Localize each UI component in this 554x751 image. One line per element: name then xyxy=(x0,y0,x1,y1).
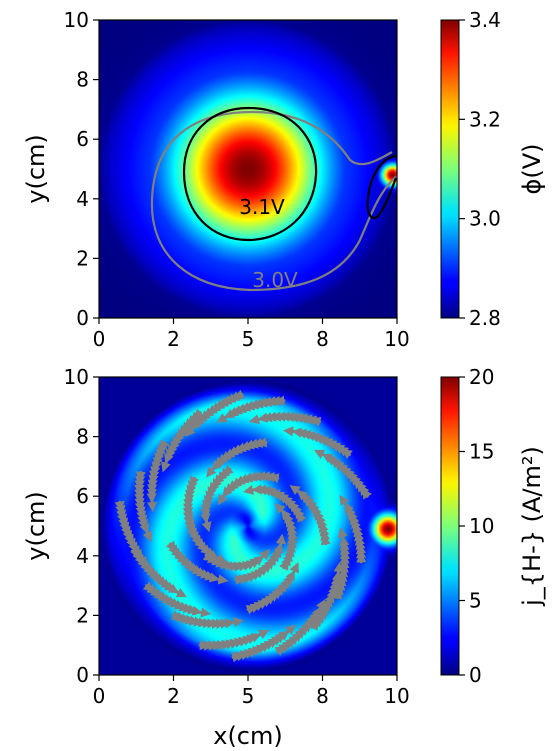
streamline-arrow xyxy=(259,549,270,560)
top-xtick-label: 10 xyxy=(384,327,409,351)
streamline xyxy=(182,475,200,540)
top-ytick-label: 10 xyxy=(64,8,89,32)
streamline xyxy=(320,452,372,500)
streamline xyxy=(210,437,268,472)
streamline-arrow xyxy=(284,624,296,636)
bottom-ytick-label: 6 xyxy=(76,484,89,508)
top-cbar-tick-label: 3.2 xyxy=(469,107,501,131)
top-cbar-tick-label: 3.4 xyxy=(469,8,501,32)
streamline-arrow xyxy=(206,466,217,478)
bottom-colorbar-ticks: 0 5 10 15 20 xyxy=(459,365,494,687)
streamline-arrow xyxy=(243,484,255,495)
streamline xyxy=(146,439,170,505)
bottom-colorbar xyxy=(440,376,460,676)
streamline-arrow xyxy=(201,521,212,533)
bottom-xtick-label: 0 xyxy=(93,684,106,708)
top-heatmap xyxy=(99,20,397,318)
streamline-arrow xyxy=(257,629,270,640)
bottom-cbar-tick-label: 10 xyxy=(469,514,494,538)
streamline xyxy=(142,581,204,616)
contour-label-3.0V: 3.0V xyxy=(252,268,298,292)
bottom-colorbar-label: j_{H-} (A/m²) xyxy=(518,446,546,607)
streamline xyxy=(290,427,353,460)
streamline-arrow xyxy=(316,598,326,611)
bottom-cbar-tick-label: 0 xyxy=(469,663,482,687)
streamline-arrow xyxy=(217,574,229,585)
streamline-arrow xyxy=(337,527,348,539)
bottom-xlabel: x(cm) xyxy=(213,722,283,750)
contour-3.0V-line xyxy=(150,110,397,292)
bottom-panel: 0 2 5 8 10 0 2 4 6 8 10 y(cm) x(cm) 0 5 10 15 20 j_{H-… xyxy=(22,365,546,750)
streamline-arrow xyxy=(200,607,212,618)
top-cbar-tick-label: 2.8 xyxy=(469,306,501,330)
top-xtick-label: 0 xyxy=(93,327,106,351)
streamline xyxy=(134,470,150,535)
streamline xyxy=(332,534,350,600)
top-contours xyxy=(150,106,397,292)
streamline xyxy=(295,488,331,546)
contour-3.1V-right-lobe xyxy=(366,154,397,220)
top-xtick-label: 2 xyxy=(167,327,180,351)
bottom-xtick-label: 2 xyxy=(167,684,180,708)
top-panel: 3.1V 3.0V 0 2 5 8 10 0 2 4 6 8 10 y(cm) 2.8 3.0 3.2 3… xyxy=(22,8,546,351)
streamline-arrow xyxy=(191,534,202,547)
top-cbar-tick-label: 3.0 xyxy=(469,207,501,231)
streamlines xyxy=(114,389,372,663)
top-xtick-label: 8 xyxy=(316,327,329,351)
top-colorbar xyxy=(440,19,460,319)
streamline-arrow xyxy=(142,530,153,543)
bottom-xtick-label: 8 xyxy=(316,684,329,708)
top-ytick-label: 2 xyxy=(76,246,89,270)
bottom-cbar-tick-label: 15 xyxy=(469,440,494,464)
bottom-ylabel: y(cm) xyxy=(22,491,50,561)
bottom-cbar-tick-label: 20 xyxy=(469,365,494,389)
top-colorbar-label: ϕ(V) xyxy=(518,144,546,195)
streamline xyxy=(164,408,205,466)
bottom-cbar-tick-label: 5 xyxy=(469,589,482,613)
streamline xyxy=(171,610,237,629)
streamline xyxy=(245,569,297,615)
top-ytick-label: 6 xyxy=(76,127,89,151)
streamline-arrow xyxy=(275,533,286,545)
bottom-ytick-label: 0 xyxy=(76,663,89,687)
bottom-xtick-label: 5 xyxy=(242,684,255,708)
bottom-ytick-label: 2 xyxy=(76,603,89,627)
streamline-arrow xyxy=(218,493,228,506)
streamline-arrow xyxy=(185,425,196,437)
top-ytick-label: 4 xyxy=(76,187,89,211)
streamline xyxy=(200,464,234,525)
bottom-xtick-label: 10 xyxy=(384,684,409,708)
streamline xyxy=(165,540,221,583)
streamline-arrow xyxy=(289,562,299,574)
contour-label-3.1V: 3.1V xyxy=(239,195,285,219)
streamline-arrow xyxy=(232,617,244,628)
bottom-ytick-label: 10 xyxy=(64,365,89,389)
streamline-arrow xyxy=(216,413,228,423)
top-xtick-label: 5 xyxy=(242,327,255,351)
bottom-ytick-label: 8 xyxy=(76,425,89,449)
bottom-axes: 0 2 5 8 10 0 2 4 6 8 10 xyxy=(64,365,410,708)
top-ytick-label: 0 xyxy=(76,306,89,330)
bottom-ytick-label: 4 xyxy=(76,544,89,568)
streamline-arrow xyxy=(313,449,326,460)
streamline-arrow xyxy=(215,553,228,564)
top-axes: 0 2 5 8 10 0 2 4 6 8 10 xyxy=(64,8,410,351)
streamline-arrow xyxy=(274,503,286,514)
top-heatmap-image xyxy=(99,20,397,318)
top-ytick-label: 8 xyxy=(76,68,89,92)
top-ylabel: y(cm) xyxy=(22,134,50,204)
streamline-arrow xyxy=(333,561,344,573)
streamline-arrow xyxy=(175,587,188,598)
top-colorbar-ticks: 2.8 3.0 3.2 3.4 xyxy=(459,8,501,330)
streamline-arrow xyxy=(289,485,301,496)
streamline xyxy=(343,501,367,564)
contour-3.1V-line xyxy=(182,106,318,242)
streamline-arrow xyxy=(339,494,350,507)
streamline-arrow xyxy=(248,414,260,425)
streamline-arrow xyxy=(160,461,171,473)
